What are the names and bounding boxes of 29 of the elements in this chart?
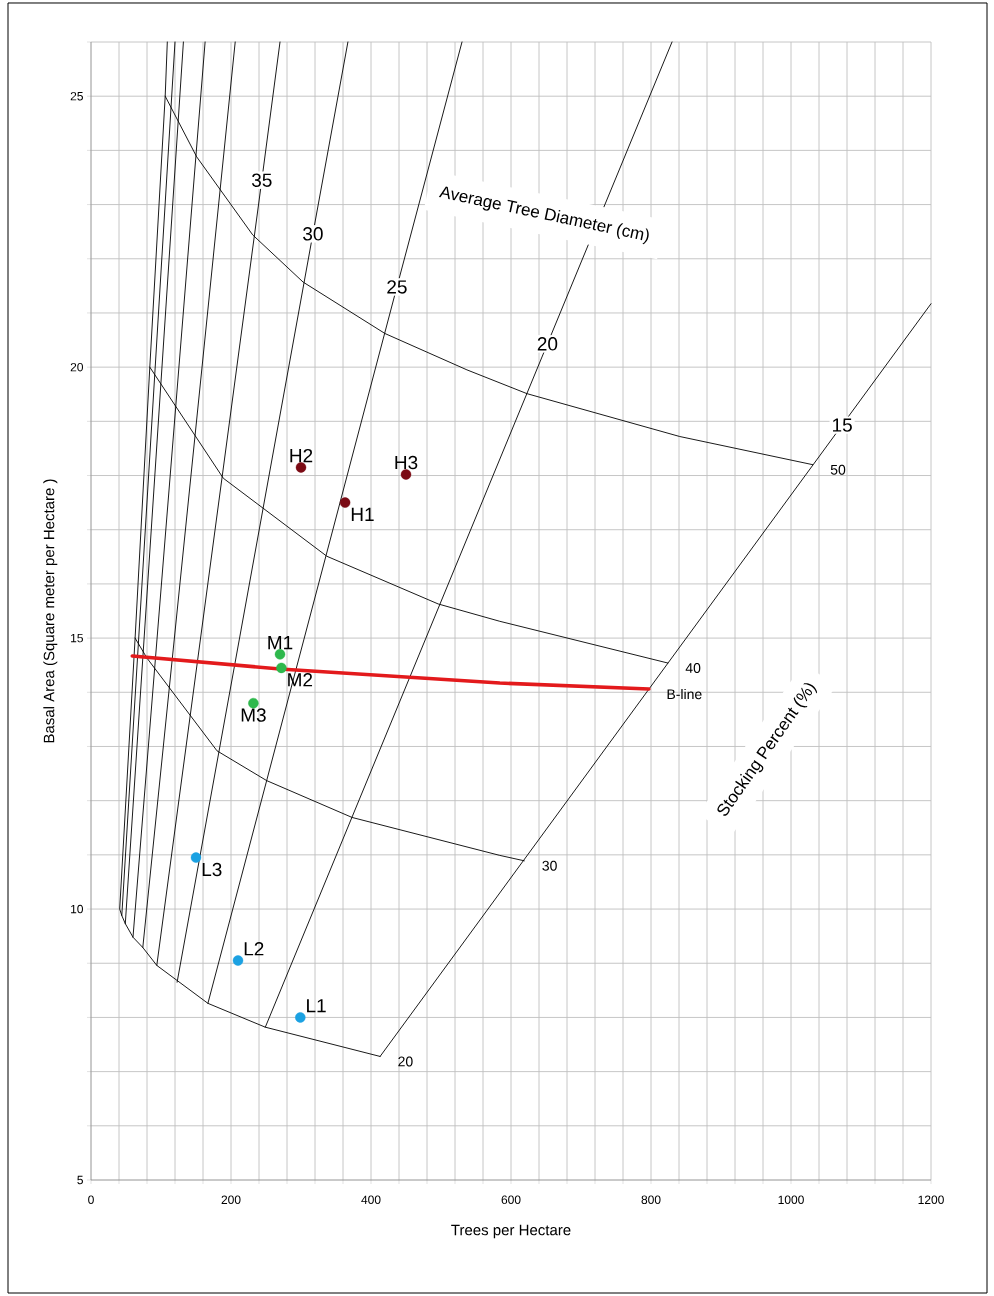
series-label: M2 (288, 673, 313, 687)
x-tick-label: 400 (361, 1195, 381, 1205)
series-label: H2 (290, 448, 313, 463)
series-label: L2 (244, 942, 264, 956)
annotation: Average Tree Diameter (cm) (438, 186, 649, 245)
series-label: M3 (241, 708, 266, 722)
x-tick-label: 800 (641, 1195, 661, 1205)
series-label: L3 (202, 862, 222, 877)
x-tick-label: 0 (88, 1195, 94, 1205)
series-label: H3 (395, 455, 418, 470)
y-axis-title: Basal Area (Square meter per Hectare ) (43, 479, 58, 743)
y-tick-label: 10 (71, 904, 84, 914)
x-axis-title: Trees per Hectare (451, 1224, 571, 1239)
x-tick-label: 1000 (778, 1195, 804, 1205)
y-tick-label: 25 (70, 91, 83, 101)
series-label: H1 (351, 507, 374, 521)
series-label: L1 (307, 999, 326, 1013)
series-label: 20 (398, 1056, 413, 1067)
y-tick-label: 20 (70, 362, 84, 372)
x-tick-label: 200 (221, 1195, 241, 1205)
series-label: M1 (268, 636, 293, 650)
y-tick-label: 15 (71, 633, 83, 643)
series-label: 30 (542, 860, 557, 871)
y-tick-label: 5 (77, 1175, 83, 1185)
series-label: 50 (830, 464, 846, 475)
series-label: 40 (685, 663, 701, 673)
x-tick-label: 600 (501, 1195, 521, 1205)
x-tick-label: 1200 (918, 1195, 944, 1205)
series-label: B-line (667, 688, 702, 700)
